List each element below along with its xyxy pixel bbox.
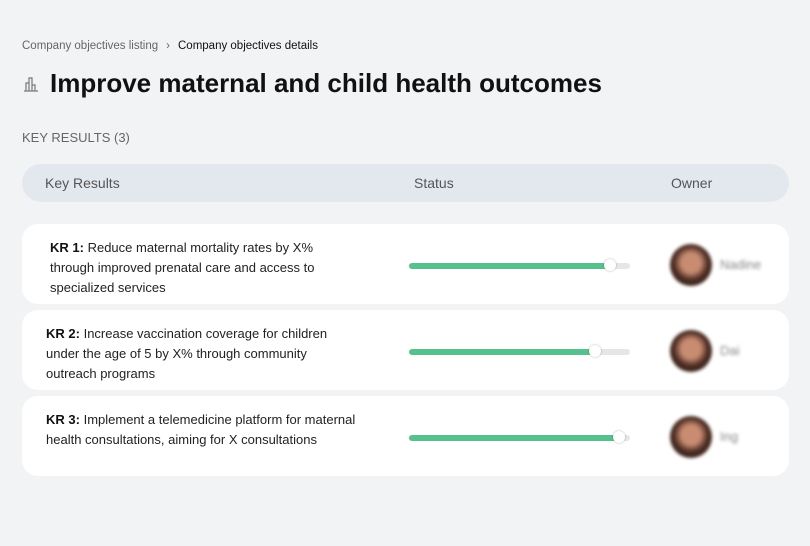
- table-row[interactable]: KR 1: Reduce maternal mortality rates by…: [22, 224, 789, 304]
- key-result-id: KR 3:: [46, 412, 80, 427]
- progress-handle[interactable]: [588, 345, 601, 357]
- key-result-text: KR 1: Reduce maternal mortality rates by…: [50, 238, 360, 298]
- column-status: Status: [414, 175, 454, 191]
- progress-bar: [409, 259, 630, 271]
- progress-bar: [409, 431, 630, 443]
- key-result-description: Reduce maternal mortality rates by X% th…: [50, 240, 315, 295]
- key-result-description: Increase vaccination coverage for childr…: [46, 326, 328, 381]
- progress-handle[interactable]: [612, 431, 625, 443]
- avatar: [670, 330, 712, 372]
- owner-name: Ing: [720, 429, 739, 444]
- table-row[interactable]: KR 3: Implement a telemedicine platform …: [22, 396, 789, 476]
- avatar: [670, 416, 712, 458]
- building-chart-icon: [24, 76, 38, 92]
- owner-name: Nadine: [720, 257, 762, 272]
- owner-name: Dai: [720, 343, 740, 358]
- section-label: KEY RESULTS (3): [22, 130, 130, 145]
- breadcrumb-separator: ›: [166, 40, 170, 52]
- progress-fill: [409, 435, 619, 441]
- progress-bar: [409, 345, 630, 357]
- breadcrumb-parent-link[interactable]: Company objectives listing: [22, 40, 159, 52]
- key-result-id: KR 2:: [46, 326, 80, 341]
- key-result-text: KR 2: Increase vaccination coverage for …: [46, 324, 356, 384]
- progress-fill: [409, 349, 595, 355]
- page-title: Improve maternal and child health outcom…: [50, 68, 602, 98]
- key-result-id: KR 1:: [50, 240, 84, 255]
- avatar: [670, 244, 712, 286]
- breadcrumb: Company objectives listing › Company obj…: [22, 40, 318, 52]
- column-owner: Owner: [671, 175, 713, 191]
- progress-fill: [409, 263, 611, 269]
- breadcrumb-current: Company objectives details: [178, 40, 318, 52]
- key-result-text: KR 3: Implement a telemedicine platform …: [46, 410, 356, 450]
- table-header: Key Results Status Owner: [22, 164, 789, 202]
- progress-handle[interactable]: [604, 259, 617, 271]
- column-key-results: Key Results: [45, 175, 120, 191]
- table-row[interactable]: KR 2: Increase vaccination coverage for …: [22, 310, 789, 390]
- page-header: Improve maternal and child health outcom…: [22, 68, 602, 99]
- key-result-description: Implement a telemedicine platform for ma…: [46, 412, 356, 447]
